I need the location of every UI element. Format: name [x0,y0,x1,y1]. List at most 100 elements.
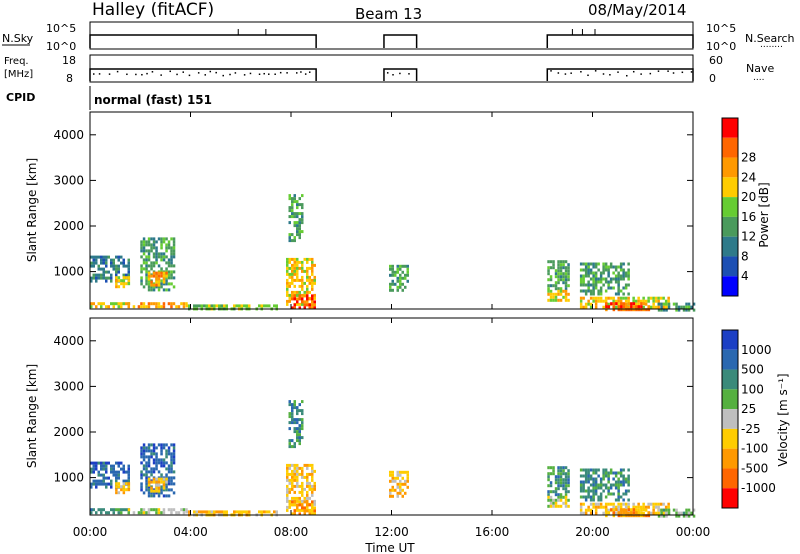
velocity-cell [614,483,618,487]
velocity-cell [150,480,153,484]
power-cell [612,299,615,303]
colorbar-swatch [722,177,738,198]
power-cell [145,264,148,268]
power-cell [599,292,603,296]
velocity-cell [288,487,291,491]
power-cell [604,277,608,281]
power-cell [584,271,588,275]
power-cell [313,278,316,282]
velocity-cell [619,474,623,478]
velocity-cell [268,510,271,514]
velocity-cell [180,508,183,512]
velocity-cell [404,491,407,495]
power-cell [604,262,608,266]
velocity-cell [298,500,301,504]
velocity-cell [172,482,176,486]
power-cell [308,257,311,261]
velocity-cell [165,455,168,459]
velocity-colorbar-tick: 1000 [741,343,772,357]
velocity-cell [296,463,299,467]
power-cell [298,297,301,301]
power-cell [245,304,248,308]
velocity-cell [547,498,550,502]
power-cell [592,271,595,275]
velocity-cell [170,476,173,480]
velocity-cell [609,483,613,487]
velocity-cell [617,511,621,515]
velocity-cell [552,501,555,505]
power-cell [311,287,314,291]
power-cell [155,255,158,259]
velocity-cell [286,484,289,488]
velocity-cell [612,502,615,506]
velocity-cell [172,470,176,474]
power-cell [389,285,392,289]
power-cell [564,287,568,291]
velocity-cell [298,472,301,476]
velocity-cell [564,481,568,485]
velocity-cell [152,494,156,498]
power-cell [599,280,603,284]
velocity-cell [137,511,141,515]
power-cell [303,294,306,298]
power-cell [150,246,153,250]
velocity-cell [313,469,316,473]
velocity-cell [172,458,176,462]
power-cell [645,308,648,312]
power-cell [549,289,553,293]
velocity-cell [100,473,103,477]
velocity-cell [233,510,236,514]
velocity-cell [293,406,296,410]
power-cell [564,289,568,293]
velocity-cell [622,474,625,478]
power-cell [306,272,309,276]
power-cell [567,272,570,276]
velocity-cell [100,461,103,465]
power-cell [554,292,558,296]
power-cell [549,298,553,302]
power-cell [391,270,394,274]
power-cell [147,285,151,289]
velocity-cell [311,509,314,513]
power-cell [627,274,630,278]
power-cell [142,258,146,262]
velocity-cell [293,509,296,513]
velocity-cell [145,470,148,474]
velocity-cell [127,511,130,515]
y-tick-label: 1000 [53,265,84,279]
velocity-cell [160,485,163,489]
power-cell [564,278,568,282]
nave-point [626,74,628,77]
power-cell [597,262,600,266]
velocity-cell [291,412,294,416]
velocity-cell [597,486,600,490]
velocity-cell [142,464,146,468]
power-cell [401,282,404,286]
velocity-cell [301,506,304,510]
velocity-cell [620,511,623,515]
velocity-cell [162,511,166,515]
colorbar-swatch [722,216,738,237]
velocity-cell [185,510,188,514]
velocity-cell [306,475,309,479]
velocity-cell [592,471,595,475]
power-cell [564,281,568,285]
velocity-cell [311,500,314,504]
velocity-cell [594,480,598,484]
velocity-cell [620,508,623,512]
power-cell [122,276,126,280]
velocity-cell [389,470,392,474]
velocity-cell [557,469,560,473]
velocity-cell [589,498,593,502]
velocity-cell [293,484,296,488]
velocity-cell [547,475,550,479]
velocity-cell [127,473,130,477]
velocity-cell [157,511,161,515]
power-cell [564,292,568,296]
power-cell [291,197,294,201]
velocity-cell [639,505,643,509]
power-cell [690,305,693,309]
nave-point [392,74,394,76]
power-cell [599,277,603,281]
velocity-cell [301,427,304,431]
